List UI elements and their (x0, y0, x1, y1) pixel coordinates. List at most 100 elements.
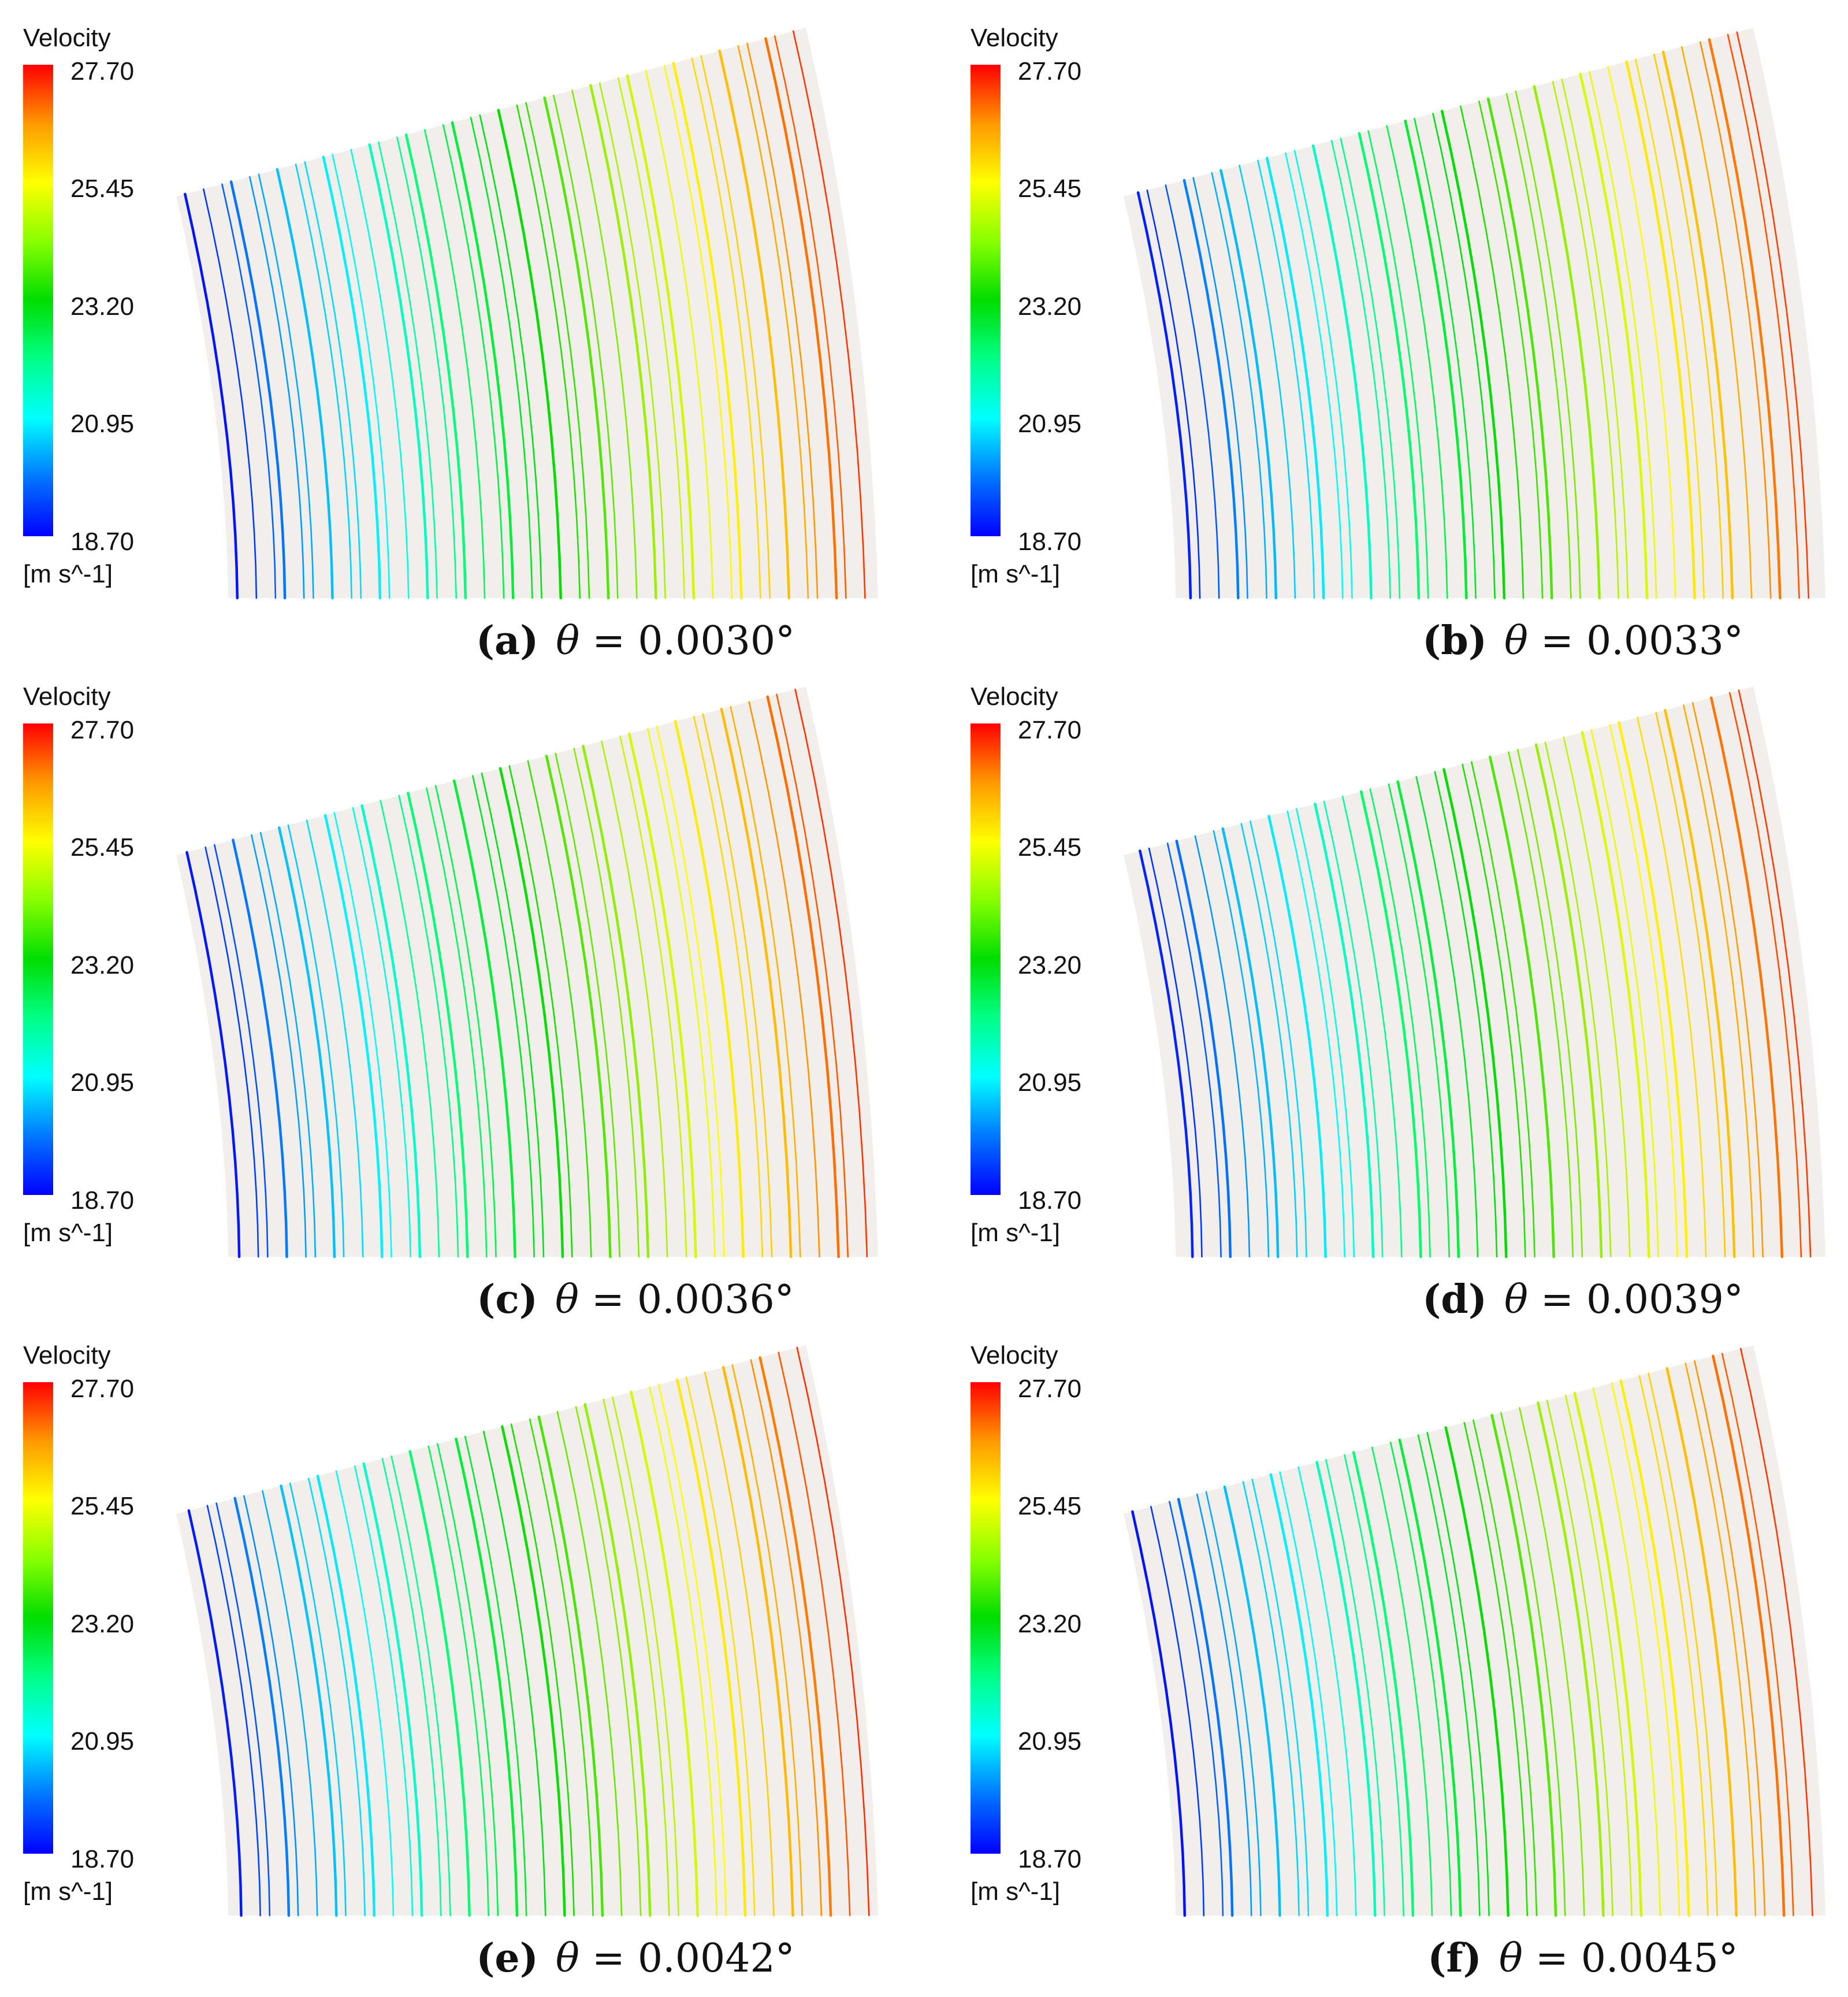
legend-unit: [m s^-1] (23, 1219, 113, 1247)
streakline (657, 1383, 727, 1917)
legend-unit: [m s^-1] (23, 560, 113, 588)
caption-value: 0.0036° (637, 1277, 794, 1323)
streakline (776, 693, 849, 1258)
streakline (1537, 1401, 1605, 1917)
streakline (1166, 842, 1222, 1258)
streakline (1341, 796, 1403, 1258)
tick-3: 23.20 (1018, 1610, 1081, 1638)
streakline (1665, 1367, 1738, 1917)
streakline (1150, 1506, 1205, 1917)
streakline (796, 1346, 870, 1917)
streakline (1478, 100, 1544, 599)
streakline (1637, 717, 1707, 1258)
streakline (187, 1509, 243, 1917)
caption-equals: = (592, 1277, 624, 1323)
streakline (455, 1437, 519, 1917)
streakline (1136, 191, 1192, 600)
streakline (232, 838, 288, 1259)
streakline (452, 779, 516, 1259)
streakline (1619, 1379, 1690, 1917)
tick-4: 20.95 (70, 1727, 134, 1755)
panel-caption: (b) θ = 0.0033° (1422, 618, 1743, 664)
tick-max: 27.70 (1018, 1375, 1081, 1403)
streakline (1552, 80, 1620, 599)
flow-domain (176, 28, 878, 598)
streakline (1708, 38, 1782, 600)
streakline (368, 143, 429, 600)
streakline (1489, 755, 1555, 1259)
caption-symbol: θ (556, 618, 579, 664)
streakline (1311, 144, 1373, 600)
streakline (691, 57, 761, 599)
streakline (1471, 761, 1535, 1258)
streakline (571, 90, 638, 599)
streakline (1213, 830, 1270, 1258)
streakline (381, 1458, 442, 1917)
streakline (1607, 66, 1676, 599)
caption-value: 0.0045° (1581, 1936, 1738, 1981)
streakline (702, 713, 773, 1258)
streakline (501, 1425, 566, 1917)
caption-label: (a) (476, 618, 538, 664)
streakline (792, 30, 866, 599)
streakline (527, 760, 592, 1258)
streakline (1194, 835, 1251, 1258)
streakline (1561, 78, 1629, 599)
streakline (1573, 1391, 1643, 1917)
tick-2: 25.45 (1018, 175, 1081, 203)
caption-label: (d) (1422, 1276, 1487, 1323)
streakline (700, 55, 771, 599)
streakline (1691, 701, 1764, 1258)
streakline (619, 735, 687, 1258)
legend-title: Velocity (23, 24, 111, 52)
streakline (1386, 125, 1448, 599)
tick-max: 27.70 (1018, 57, 1081, 86)
streakline (1727, 34, 1800, 599)
streakline (626, 74, 696, 600)
streakline (1146, 189, 1201, 599)
streakline (378, 141, 438, 599)
panel-caption: (f) θ = 0.0045° (1427, 1935, 1738, 1981)
streakline (1388, 783, 1450, 1258)
colorbar (23, 1382, 53, 1854)
streakline (603, 1398, 670, 1917)
streakline (408, 1450, 471, 1917)
streakline (1739, 1348, 1813, 1917)
streakline (612, 1396, 679, 1917)
tick-4: 20.95 (1018, 1068, 1081, 1097)
panel-caption: (a) θ = 0.0030° (476, 618, 795, 664)
streakline (251, 834, 307, 1258)
streakline (545, 755, 612, 1259)
streakline (1177, 1498, 1234, 1917)
streakline (434, 785, 497, 1258)
streakline (1221, 827, 1280, 1259)
streakline (617, 77, 686, 599)
streakline (248, 176, 305, 599)
streakline (442, 124, 505, 599)
streakline (672, 62, 743, 600)
streakline (1340, 138, 1401, 599)
streakline (185, 851, 241, 1259)
streakline (543, 96, 610, 600)
streakline (304, 161, 362, 599)
panel-d: Velocity 27.70 25.45 23.20 20.95 18.70 [… (971, 682, 1825, 1323)
streakline (1738, 689, 1812, 1258)
streakline (1589, 70, 1657, 599)
streakline (1648, 1372, 1718, 1917)
streakline (229, 180, 287, 600)
streakline (746, 42, 819, 599)
streakline (794, 688, 868, 1258)
streakline (423, 129, 486, 599)
tick-min: 18.70 (1018, 1845, 1081, 1873)
streakline (280, 1484, 338, 1917)
color-legend: Velocity 27.70 25.45 23.20 20.95 18.70 [… (23, 24, 134, 588)
streakline (306, 819, 364, 1258)
tick-4: 20.95 (1018, 410, 1081, 438)
velocity-streaklines (1131, 1348, 1813, 1917)
panel-a: Velocity 27.70 25.45 23.20 20.95 18.70 [… (23, 24, 878, 664)
flow-domain (176, 686, 878, 1257)
streakline (184, 192, 239, 600)
legend-title: Velocity (971, 682, 1058, 711)
caption-label: (e) (476, 1935, 538, 1981)
caption-label: (c) (477, 1276, 538, 1323)
